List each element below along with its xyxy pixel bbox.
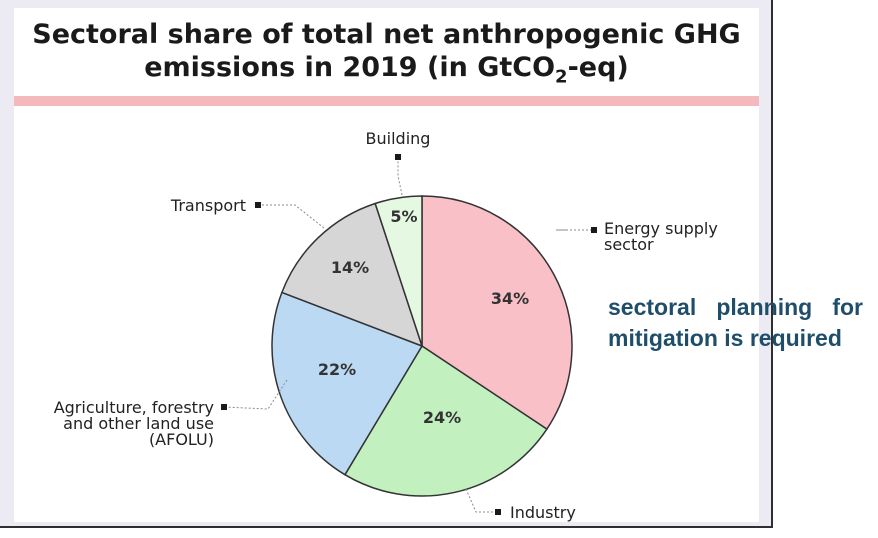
pie-slice-4 xyxy=(280,202,424,348)
slice-category-label: Agriculture, forestry and other land use(… xyxy=(54,398,214,449)
slice-percent-label: 14% xyxy=(331,258,369,277)
slice-category-label-line: Building xyxy=(366,129,431,148)
slice-percent-label: 5% xyxy=(390,207,417,226)
title-divider-band xyxy=(14,96,759,106)
slice-category-label-line: Agriculture, forestry xyxy=(54,398,214,417)
leader-lines xyxy=(221,154,597,515)
title-subscript: 2 xyxy=(555,66,568,88)
leader-line xyxy=(397,157,403,196)
leader-line xyxy=(223,379,288,410)
slice-category-label: Energy supply sector xyxy=(604,219,718,254)
slice-category-label: Industry xyxy=(510,503,576,522)
pie-slice-5 xyxy=(374,195,423,347)
label-marker xyxy=(395,154,401,160)
slice-category-label: Transport xyxy=(170,196,246,215)
leader-line xyxy=(465,488,498,513)
title-line-2: emissions in 2019 (in GtCO2-eq) xyxy=(144,52,629,87)
label-marker xyxy=(255,202,261,208)
slice-labels: 34% Energy supply sector 24% Industry 22% Agri… xyxy=(54,129,718,522)
slice-percent-label: 22% xyxy=(318,360,356,379)
slice-percent-label: 34% xyxy=(491,289,529,308)
slice-category-label: Building xyxy=(366,129,431,148)
slice-category-label-line: Energy supply xyxy=(604,219,718,238)
slice-category-label-line: and other land use xyxy=(63,414,214,433)
label-marker xyxy=(591,227,597,233)
slice-category-label-line: (AFOLU) xyxy=(149,430,214,449)
title-line-2-prefix: emissions in 2019 (in GtCO xyxy=(144,52,556,83)
slice-category-label-line: sector xyxy=(604,235,654,254)
title-line-1: Sectoral share of total net anthropogeni… xyxy=(32,19,741,50)
slice-category-label-line: Transport xyxy=(170,196,246,215)
slice-category-label-line: Industry xyxy=(510,503,576,522)
slice-percent-label: 24% xyxy=(423,408,461,427)
label-marker xyxy=(495,509,501,515)
label-marker xyxy=(221,404,227,410)
chart-title: Sectoral share of total net anthropogeni… xyxy=(14,18,759,93)
pie-slice-3 xyxy=(271,291,424,476)
pie-slice-2 xyxy=(343,344,548,497)
leader-line xyxy=(258,204,325,229)
title-line-2-suffix: -eq) xyxy=(567,52,629,83)
pie-slices xyxy=(271,195,573,497)
mitigation-overlay-text: sectoral planning for mitigation is requ… xyxy=(608,294,863,351)
